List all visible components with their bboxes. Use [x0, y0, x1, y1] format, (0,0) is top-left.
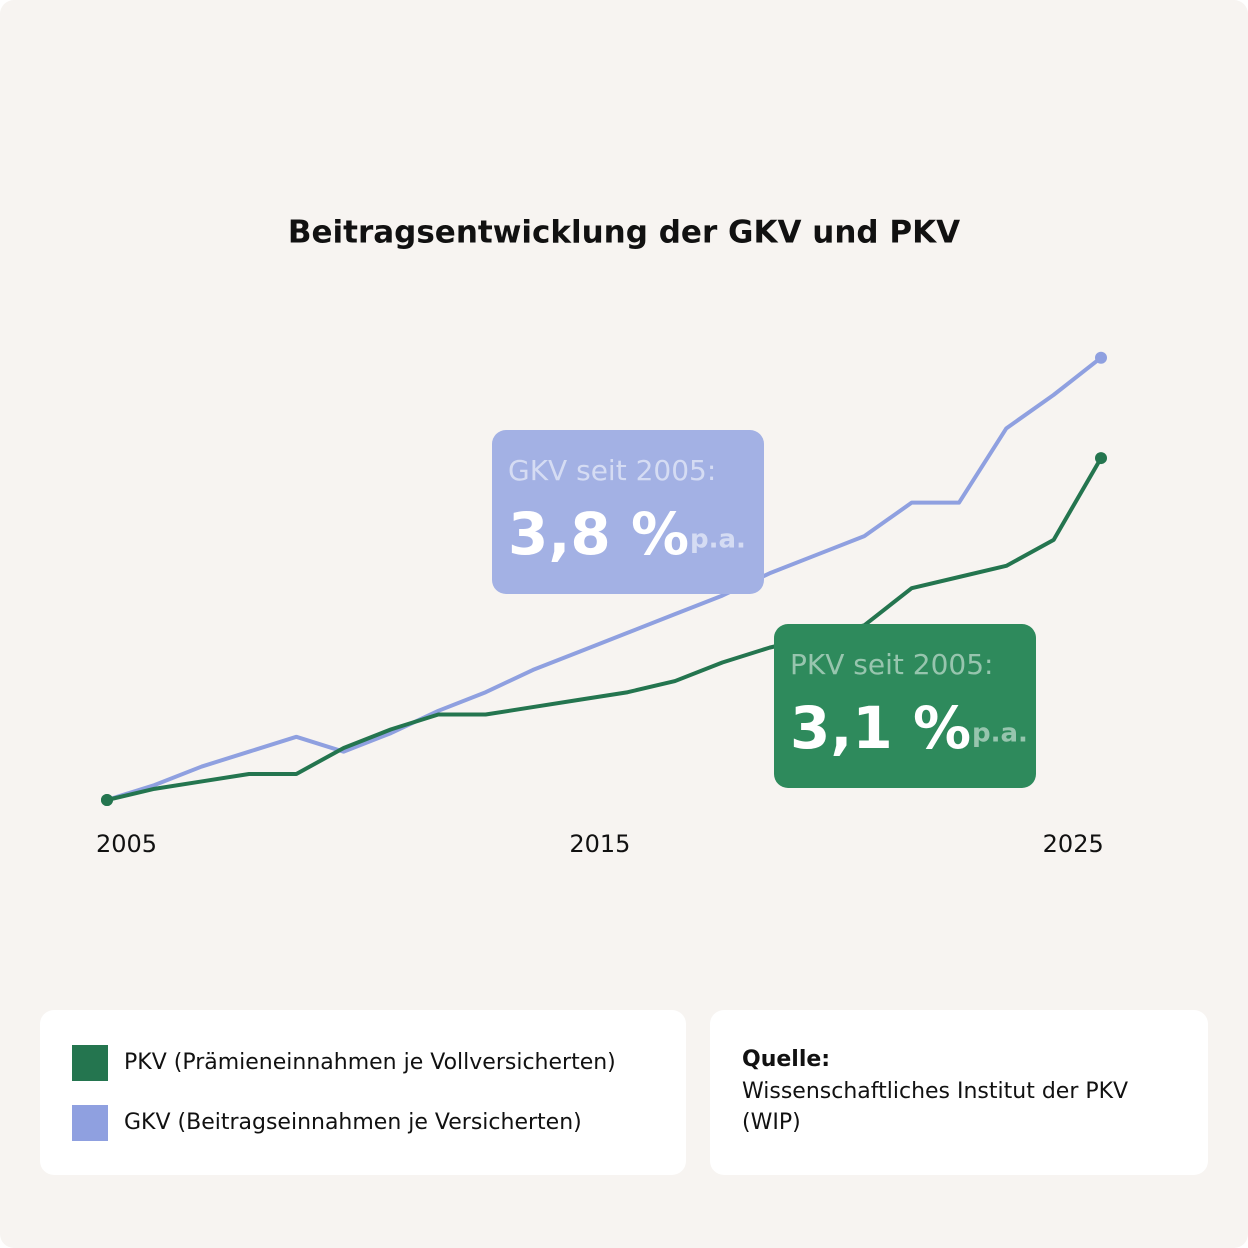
legend-box: [40, 1010, 686, 1175]
annotation-box: [774, 624, 1036, 788]
x-tick-label: 2015: [569, 830, 630, 858]
source-text: Wissenschaftliches Institut der PKV (WIP…: [742, 1079, 1129, 1135]
annotation-value: 3,8 %: [508, 500, 689, 568]
source-box: [710, 1010, 1208, 1175]
chart-title: Beitragsentwicklung der GKV und PKV: [288, 215, 960, 251]
source-wrap: Wissenschaftliches Institut der PKV (WIP…: [742, 1079, 1129, 1135]
annotation-unit: p.a.: [972, 719, 1028, 749]
series-line: [106, 457, 1103, 802]
end-dot: [1095, 452, 1107, 465]
x-tick-label: 2025: [1043, 830, 1104, 858]
legend-swatch: [72, 1105, 108, 1141]
start-dot: [101, 794, 113, 806]
source-label: Quelle:: [742, 1047, 830, 1072]
annotation-value: 3,1 %: [790, 694, 971, 762]
series-line: [106, 356, 1103, 802]
annotation-label: PKV seit 2005:: [790, 648, 993, 681]
end-dot: [1095, 351, 1107, 364]
x-tick-label: 2005: [96, 830, 157, 858]
legend-label: GKV (Beitragseinnahmen je Versicherten): [124, 1110, 582, 1135]
annotation-label: GKV seit 2005:: [508, 454, 716, 487]
annotation-box: [492, 430, 764, 594]
legend-swatch: [72, 1045, 108, 1081]
legend-label: PKV (Prämieneinnahmen je Vollversicherte…: [124, 1050, 616, 1075]
annotation-unit: p.a.: [690, 525, 746, 555]
